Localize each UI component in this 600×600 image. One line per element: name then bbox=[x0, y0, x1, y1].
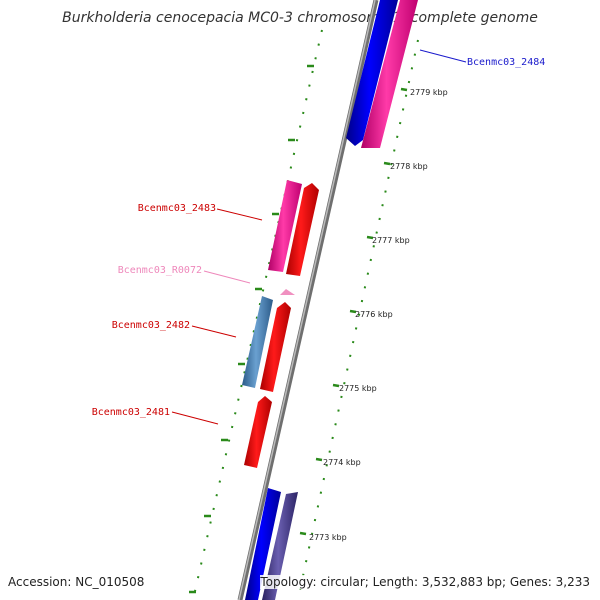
accession-label: Accession: NC_010508 bbox=[8, 575, 145, 589]
backbone bbox=[237, 0, 379, 600]
gene-label-R0072[interactable]: Bcenmc03_R0072 bbox=[118, 265, 202, 276]
gene-2482-steel[interactable] bbox=[242, 296, 273, 388]
tick-label-2779: 2779 kbp bbox=[410, 88, 448, 97]
leader-2484 bbox=[419, 49, 467, 63]
gene-2484-blue[interactable] bbox=[346, 0, 398, 146]
tick-label-2775: 2775 kbp bbox=[339, 384, 377, 393]
gene-2482-red[interactable] bbox=[260, 302, 291, 392]
gene-2483-pink[interactable] bbox=[268, 180, 302, 272]
rrna-R0072[interactable] bbox=[280, 289, 295, 295]
map-title: Burkholderia cenocepacia MC0-3 chromosom… bbox=[62, 10, 538, 26]
tick-label-2774: 2774 kbp bbox=[323, 458, 361, 467]
inner-track bbox=[299, 39, 419, 591]
gene-label-2481[interactable]: Bcenmc03_2481 bbox=[92, 407, 170, 418]
outer-dashes bbox=[189, 64, 314, 594]
tick-mark-2775 bbox=[332, 383, 340, 388]
tick-label-2778: 2778 kbp bbox=[390, 162, 428, 171]
leader-R0072 bbox=[203, 270, 251, 284]
gene-2483-red[interactable] bbox=[286, 183, 319, 276]
tick-mark-2777 bbox=[366, 235, 374, 240]
leader-2482 bbox=[191, 325, 237, 338]
gene-slate-lower[interactable] bbox=[262, 492, 298, 600]
tick-mark-2779 bbox=[400, 87, 408, 92]
gene-2481-red[interactable] bbox=[244, 396, 272, 468]
tick-mark-2773 bbox=[299, 531, 307, 536]
gene-label-2482[interactable]: Bcenmc03_2482 bbox=[112, 320, 190, 331]
gene-label-2483[interactable]: Bcenmc03_2483 bbox=[138, 203, 216, 214]
tick-mark-2778 bbox=[383, 161, 391, 166]
tick-label-2776: 2776 kbp bbox=[355, 310, 393, 319]
major-ticks bbox=[299, 87, 408, 536]
tick-label-2773: 2773 kbp bbox=[309, 533, 347, 542]
gene-blue-lower[interactable] bbox=[245, 488, 281, 600]
tick-label-2777: 2777 kbp bbox=[372, 236, 410, 245]
gene-label-2484[interactable]: Bcenmc03_2484 bbox=[467, 57, 545, 68]
backbone-highlight bbox=[238, 0, 376, 600]
tick-mark-2776 bbox=[349, 309, 357, 314]
topology-label: Topology: circular; Length: 3,532,883 bp… bbox=[260, 575, 590, 589]
leader-2483 bbox=[216, 208, 263, 221]
leader-2481 bbox=[171, 411, 219, 425]
tick-mark-2774 bbox=[315, 457, 323, 462]
gene-2484-pink[interactable] bbox=[361, 0, 418, 148]
